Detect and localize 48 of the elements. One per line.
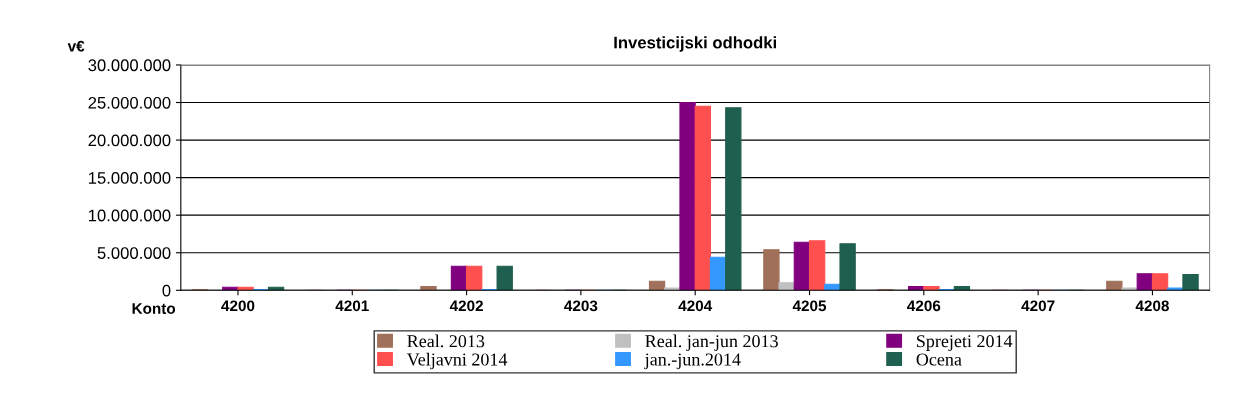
bar [1106,280,1123,291]
x-tick-label: 4200 [221,300,255,312]
y-tick-label: 5.000.000 [97,247,171,259]
x-tick-label: 4204 [678,300,713,312]
bar [664,287,681,291]
x-tick-label: 4208 [1135,300,1169,312]
bar [709,256,727,291]
y-tick-label: 15.000.000 [88,172,171,184]
y-tick-label: 20.000.000 [88,134,171,147]
bar [778,282,795,291]
x-tick-label: 4203 [564,300,598,312]
bar [1182,273,1199,291]
x-tick-label: 4207 [1021,300,1055,312]
bar [1121,287,1138,291]
bar [725,107,742,291]
bar [953,285,971,291]
chart-title: Investicijski odhodki [614,36,776,52]
legend-label: Real. jan-jun 2013 [645,334,778,351]
bar [808,240,826,291]
y-tick-label: 30.000.000 [88,59,171,72]
x-axis-title: Konto [132,303,176,314]
legend-label: Veljavni 2014 [406,352,508,370]
bar [793,241,811,291]
legend-label: Ocena [916,353,962,366]
bar [839,243,856,291]
bar [763,249,780,291]
bar [420,285,437,291]
x-tick-label: 4206 [907,300,941,312]
legend-label: Sprejeti 2014 [917,335,1013,351]
bar [1167,287,1184,291]
y-tick-label: 0 [162,284,171,297]
legend-label: jan.-jun.2014 [644,353,741,370]
bar [648,280,666,291]
bar [923,285,940,291]
bar [496,265,513,291]
y-tick-label: 10.000.000 [88,209,171,222]
bar [450,265,468,291]
y-tick-label: 25.000.000 [88,96,171,109]
bar [679,101,696,291]
legend-label: Real. 2013 [407,334,485,348]
x-tick-label: 4201 [335,300,369,312]
x-tick-label: 4205 [792,300,827,312]
bar [694,105,711,291]
bar [1151,273,1169,291]
x-tick-label: 4202 [449,300,483,312]
bar [466,265,483,291]
bar [1136,273,1153,291]
y-axis-title: v€ [67,40,85,52]
